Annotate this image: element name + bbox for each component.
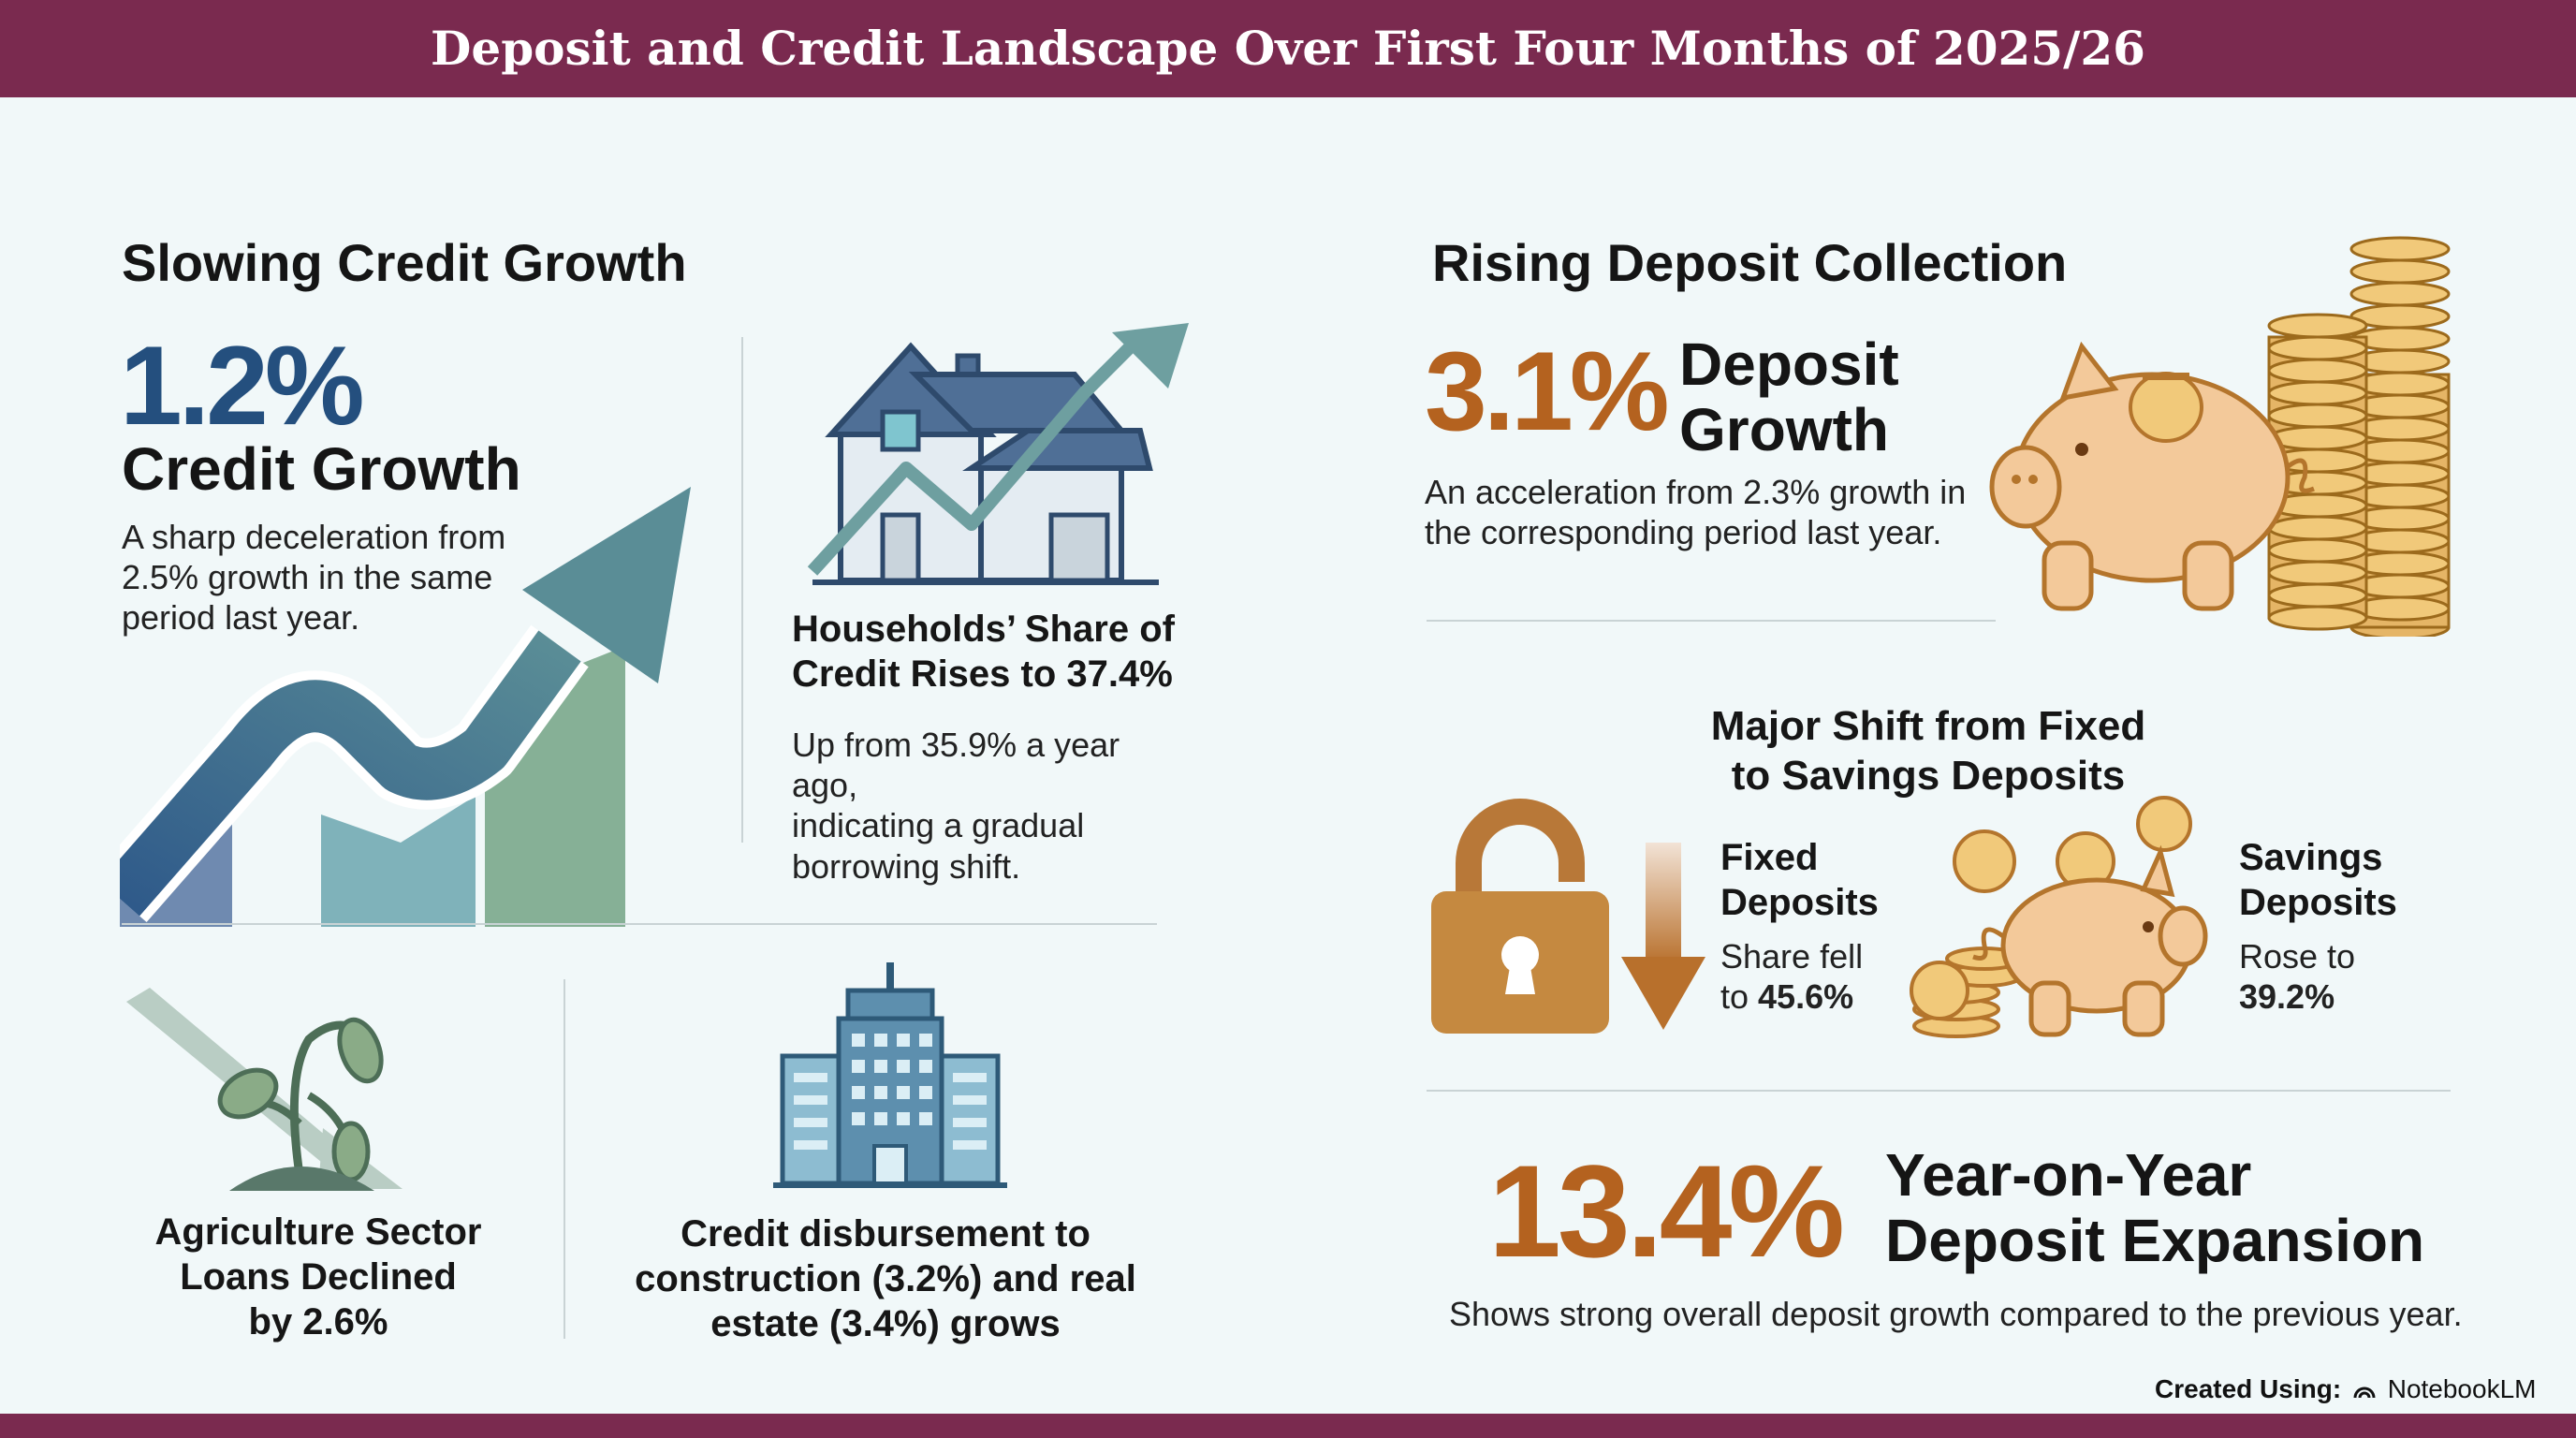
households-title: Households’ Share of Credit Rises to 37.… [792,609,1175,695]
padlock-icon [1431,799,1609,1034]
construction-title: Credit disbursement to construction (3.2… [635,1213,1136,1344]
shift-title: Major Shift from Fixed to Savings Deposi… [1710,703,2146,799]
fixed-deposits-value: 45.6% [1758,977,1854,1017]
page-title: Deposit and Credit Landscape Over First … [431,21,2145,76]
savings-deposits-note: Rose to 39.2% [2239,937,2356,1017]
down-arrow-icon [1621,843,1705,1030]
savings-deposits-value: 39.2% [2239,977,2335,1017]
created-using: Created Using: NotebookLM [2155,1374,2536,1404]
house-with-arrow-icon [807,323,1189,585]
deposit-growth-note: An acceleration from 2.3% growth in the … [1425,473,1967,552]
piggy-bank-icon [1910,796,2208,1038]
wilting-plant-icon [126,988,402,1191]
notebooklm-logo-icon [2353,1387,2376,1399]
deposit-growth-value: 3.1% [1425,329,1670,454]
yoy-deposit-value: 13.4% [1488,1137,1845,1284]
deposit-growth-label: Deposit Growth [1679,330,1899,464]
credit-section-title: Slowing Credit Growth [122,233,687,292]
agriculture-title: Agriculture Sector Loans Declined by 2.6… [154,1211,482,1343]
divider [564,979,565,1339]
created-using-label: Created Using: [2155,1374,2342,1403]
deposit-section-title: Rising Deposit Collection [1432,233,2068,292]
office-building-icon [773,962,1007,1188]
divider [1427,1090,2451,1092]
yoy-deposit-label: Year-on-Year Deposit Expansion [1885,1141,2425,1275]
fixed-deposits-title: Fixed Deposits [1720,837,1879,923]
credit-growth-note: A sharp deceleration from 2.5% growth in… [122,518,506,638]
credit-growth-label: Credit Growth [122,435,521,503]
divider [122,923,1157,925]
footer-bar [0,1414,2576,1438]
divider [741,337,743,843]
yoy-deposit-note: Shows strong overall deposit growth comp… [1449,1295,2463,1333]
divider [1427,620,1996,622]
fixed-deposits-note: Share fell to 45.6% [1720,937,1864,1017]
piggy-bank-icon [1989,236,2451,637]
households-note: Up from 35.9% a year ago, indicating a g… [792,726,1120,886]
header-bar [0,0,2576,97]
savings-deposits-title: Savings Deposits [2239,837,2397,923]
notebooklm-brand[interactable]: NotebookLM [2387,1374,2537,1403]
credit-growth-value: 1.2% [120,323,365,448]
rising-arrow-chart-icon [120,487,691,927]
